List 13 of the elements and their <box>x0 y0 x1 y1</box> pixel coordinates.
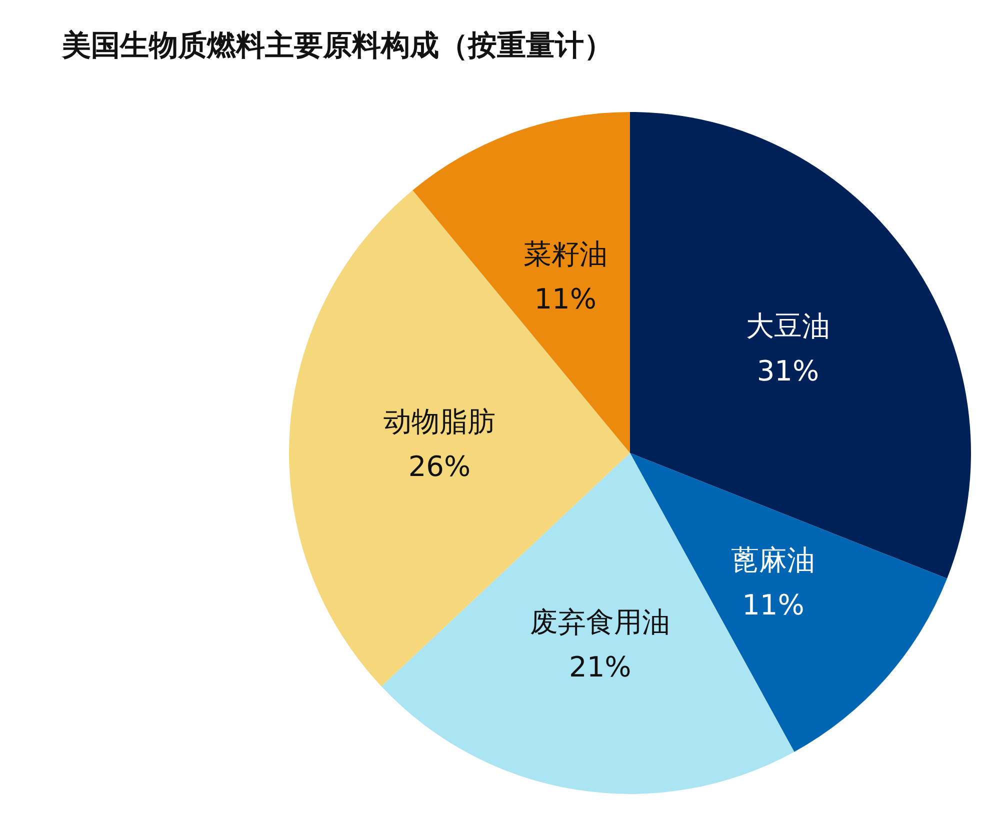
slice-label: 大豆油 <box>746 310 830 343</box>
slice-label: 菜籽油 <box>523 237 608 270</box>
pie-slice <box>412 112 630 453</box>
slice-label: 废弃食用油 <box>530 606 670 639</box>
slice-label: 动物脂肪 <box>383 405 496 438</box>
data-label: 31% <box>756 354 820 388</box>
chart-title: 美国生物质燃料主要原料构成（按重量计） <box>61 28 613 62</box>
pie-slice <box>630 112 971 579</box>
data-label: 11% <box>534 282 596 316</box>
data-label: 11% <box>742 588 804 622</box>
slice-label: 蓖麻油 <box>731 543 816 576</box>
data-label: 21% <box>569 650 632 684</box>
data-label: 26% <box>408 450 471 484</box>
